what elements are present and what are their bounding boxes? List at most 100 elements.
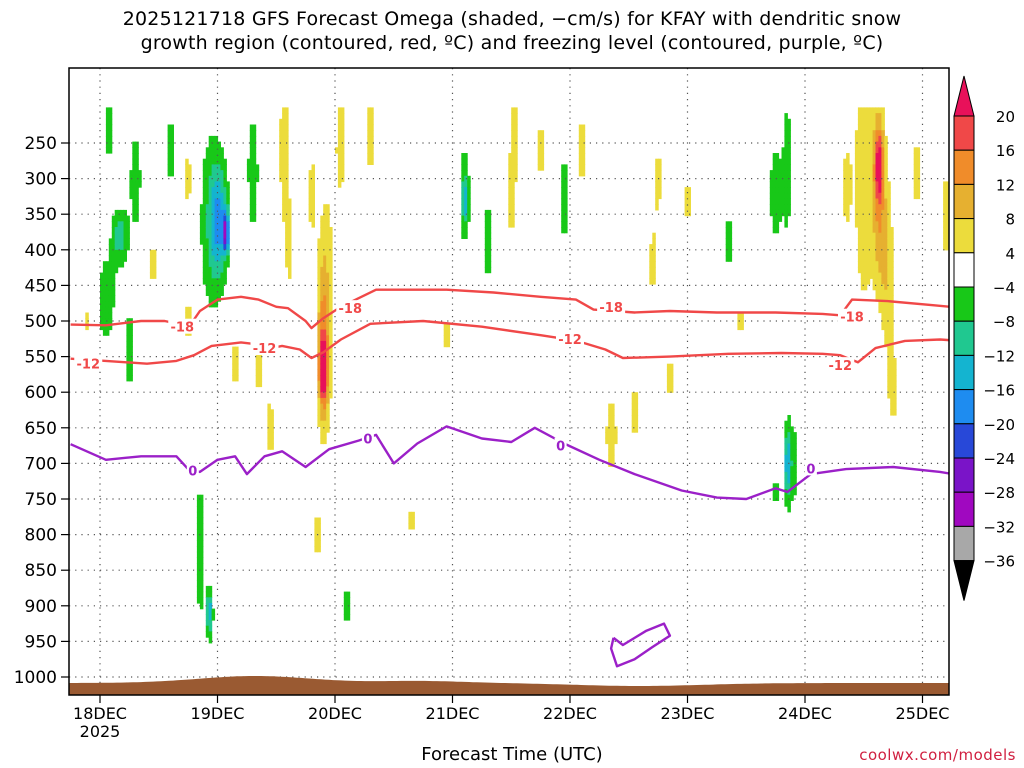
omega-cell: [317, 420, 321, 427]
omega-cell: [875, 118, 879, 126]
omega-cell: [881, 301, 885, 308]
omega-cell: [461, 209, 465, 217]
credit-link[interactable]: coolwx.com/models: [859, 746, 1016, 764]
omega-cell: [872, 153, 877, 160]
omega-cell: [878, 181, 882, 188]
omega-cell: [367, 135, 371, 143]
omega-cell: [317, 329, 321, 336]
omega-cell: [872, 130, 877, 137]
omega-cell: [196, 534, 201, 541]
omega-cell: [658, 158, 662, 165]
omega-cell: [461, 175, 465, 183]
omega-cell: [205, 255, 210, 262]
omega-cell: [282, 147, 286, 154]
omega-cell: [890, 284, 894, 291]
y-tick-label: 550: [25, 348, 57, 368]
omega-cell: [214, 249, 219, 257]
omega-cell: [370, 107, 374, 114]
omega-cell: [252, 209, 257, 217]
omega-cell: [869, 113, 874, 120]
omega-cell: [514, 130, 518, 137]
omega-cell: [484, 261, 489, 268]
colorbar-label: −4: [993, 279, 1015, 297]
omega-cell: [461, 181, 465, 188]
omega-cell: [105, 284, 110, 291]
omega-cell: [129, 170, 133, 177]
omega-cell: [329, 380, 333, 388]
omega-cell: [514, 141, 518, 148]
omega-cell: [887, 221, 891, 228]
omega-cell: [329, 266, 333, 274]
omega-cell: [775, 175, 780, 183]
omega-cell: [235, 363, 239, 370]
omega-cell: [220, 175, 224, 183]
omega-cell: [849, 187, 853, 194]
omega-cell: [220, 278, 224, 285]
omega-cell: [126, 227, 130, 234]
omega-cell: [285, 261, 289, 268]
omega-cell: [854, 170, 859, 177]
omega-cell: [129, 346, 133, 353]
omega-cell: [329, 329, 333, 336]
omega-cell: [205, 278, 210, 285]
omega-cell: [323, 323, 327, 331]
omega-cell: [108, 312, 113, 319]
omega-cell: [199, 551, 204, 558]
omega-cell: [946, 227, 949, 234]
omega-cell: [282, 158, 286, 165]
omega-cell: [537, 141, 542, 148]
omega-cell: [132, 141, 136, 148]
omega-cell: [308, 181, 313, 188]
omega-cell: [790, 443, 794, 450]
omega-cell: [132, 192, 136, 200]
omega-cell: [311, 164, 315, 171]
omega-cell: [220, 255, 224, 262]
omega-cell: [232, 352, 236, 359]
omega-cell: [890, 346, 894, 353]
omega-cell: [323, 329, 327, 336]
omega-cell: [537, 147, 542, 154]
omega-cell: [887, 198, 891, 205]
omega-cell: [282, 153, 286, 160]
omega-cell: [875, 113, 879, 120]
omega-cell: [205, 147, 210, 154]
omega-cell: [872, 118, 877, 126]
contour-label-bg: [336, 300, 365, 316]
omega-cell: [769, 192, 774, 200]
omega-cell: [893, 363, 897, 370]
omega-cell: [126, 238, 130, 245]
omega-cell: [540, 164, 545, 171]
omega-cell: [778, 209, 783, 217]
omega-cell: [781, 158, 785, 165]
omega-cell: [114, 238, 119, 245]
omega-cell: [285, 107, 289, 114]
omega-cell: [255, 363, 260, 370]
omega-cell: [846, 187, 850, 194]
omega-cell: [775, 198, 780, 205]
omega-cell: [884, 312, 888, 319]
omega-cell: [132, 181, 136, 188]
omega-cell: [860, 153, 865, 160]
omega-cell: [196, 563, 201, 570]
omega-cell: [314, 523, 318, 530]
omega-cell: [202, 221, 207, 228]
ground-terrain: [69, 676, 949, 695]
omega-cell: [337, 118, 342, 126]
omega-cell: [323, 386, 327, 393]
omega-cell: [508, 215, 512, 222]
omega-cell: [790, 449, 794, 456]
omega-cell: [787, 198, 791, 205]
omega-cell: [311, 204, 315, 211]
omega-cell: [211, 135, 216, 143]
omega-cell: [655, 198, 659, 205]
x-tick-label: 22DEC: [543, 704, 597, 723]
omega-cell: [323, 209, 327, 217]
omega-cell: [461, 153, 465, 160]
omega-cell: [214, 244, 219, 251]
omega-cell: [326, 272, 330, 279]
omega-cell: [946, 204, 949, 211]
omega-cell: [511, 204, 515, 211]
omega-cell: [326, 392, 330, 399]
contour-line: [609, 622, 672, 668]
